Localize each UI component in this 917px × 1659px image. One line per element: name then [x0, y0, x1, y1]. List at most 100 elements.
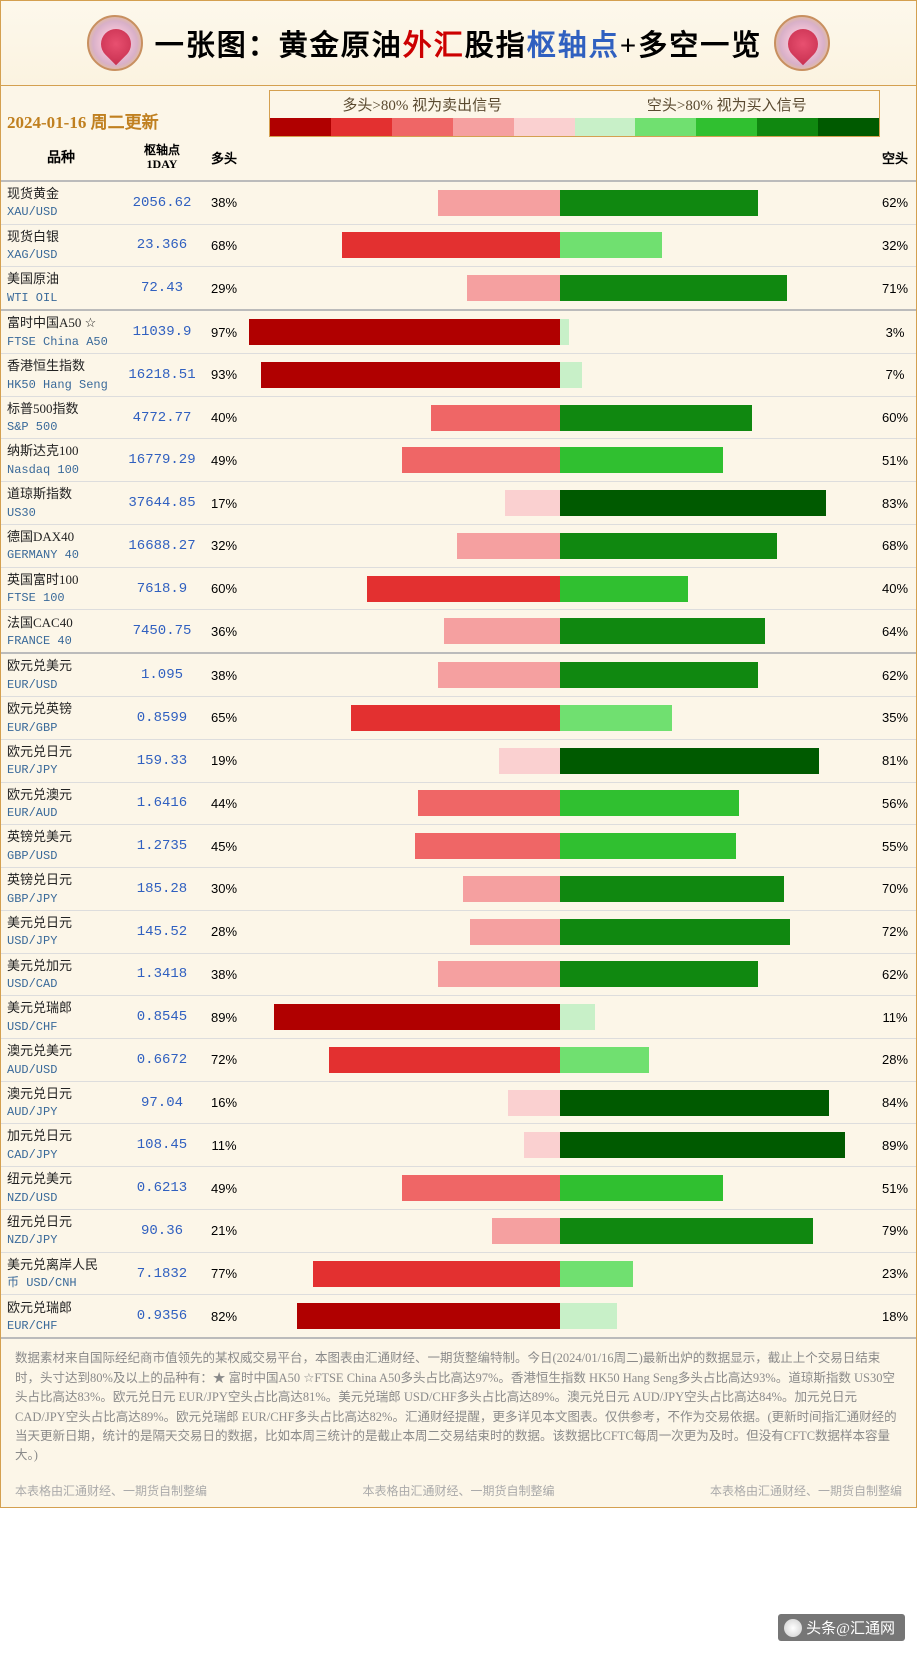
long-bar: [438, 662, 560, 688]
title-part-4: 枢轴点: [527, 30, 620, 62]
pivot-value: 11039.9: [115, 324, 209, 340]
pivot-value: 90.36: [115, 1223, 209, 1239]
long-pct: 93%: [209, 367, 239, 382]
data-row: 纽元兑日元NZD/JPY90.3621%79%: [1, 1210, 916, 1253]
short-pct: 62%: [880, 967, 910, 982]
short-pct: 56%: [880, 796, 910, 811]
short-bar: [560, 618, 765, 644]
main-title: 一张图：黄金原油外汇股指枢轴点+多空一览: [155, 22, 763, 64]
data-row: 澳元兑日元AUD/JPY97.0416%84%: [1, 1082, 916, 1125]
long-pct: 16%: [209, 1095, 239, 1110]
long-pct: 45%: [209, 839, 239, 854]
sentiment-bar: [239, 190, 880, 216]
instrument-name: 欧元兑英镑EUR/GBP: [7, 700, 115, 736]
short-bar: [560, 662, 759, 688]
long-bar: [261, 362, 559, 388]
sentiment-bar: [239, 833, 880, 859]
instrument-name: 澳元兑日元AUD/JPY: [7, 1085, 115, 1121]
short-pct: 55%: [880, 839, 910, 854]
data-row: 美元兑离岸人民 币 USD/CNH7.183277%23%: [1, 1253, 916, 1296]
scale-swatch: [696, 118, 757, 136]
long-pct: 19%: [209, 753, 239, 768]
sentiment-bar: [239, 662, 880, 688]
instrument-name: 英镑兑日元GBP/JPY: [7, 871, 115, 907]
short-pct: 3%: [880, 325, 910, 340]
short-bar: [560, 1132, 845, 1158]
short-bar: [560, 833, 736, 859]
long-pct: 38%: [209, 195, 239, 210]
scale-swatch: [270, 118, 331, 136]
short-bar: [560, 919, 791, 945]
pivot-value: 1.2735: [115, 838, 209, 854]
pivot-value: 0.6213: [115, 1180, 209, 1196]
legend-buy: 空头>80% 视为买入信号: [575, 91, 880, 118]
sentiment-bar: [239, 533, 880, 559]
long-bar: [470, 919, 560, 945]
title-part-2: 外汇: [403, 30, 465, 62]
credit-2: 本表格由汇通财经、一期货自制整编: [362, 1482, 554, 1499]
instrument-name: 富时中国A50 ☆FTSE China A50: [7, 314, 115, 350]
long-pct: 21%: [209, 1223, 239, 1238]
data-sections: 现货黄金XAU/USD2056.6238%62%现货白银XAG/USD23.36…: [1, 182, 916, 1340]
long-pct: 97%: [209, 325, 239, 340]
sentiment-bar: [239, 490, 880, 516]
instrument-name: 法国CAC40FRANCE 40: [7, 614, 115, 650]
data-row: 纳斯达克100Nasdaq 10016779.2949%51%: [1, 439, 916, 482]
long-bar: [463, 876, 559, 902]
instrument-name: 英镑兑美元GBP/USD: [7, 828, 115, 864]
pivot-value: 1.3418: [115, 966, 209, 982]
instrument-name: 欧元兑澳元EUR/AUD: [7, 786, 115, 822]
legend-sell: 多头>80% 视为卖出信号: [270, 91, 575, 118]
short-pct: 79%: [880, 1223, 910, 1238]
color-scale: [270, 118, 879, 136]
legend-row: 2024-01-16 周二更新 多头>80% 视为卖出信号 空头>80% 视为买…: [1, 86, 916, 137]
sentiment-bar: [239, 790, 880, 816]
scale-swatch: [635, 118, 696, 136]
long-bar: [402, 447, 559, 473]
long-pct: 17%: [209, 496, 239, 511]
data-row: 欧元兑日元EUR/JPY159.3319%81%: [1, 740, 916, 783]
short-bar: [560, 232, 663, 258]
long-pct: 32%: [209, 538, 239, 553]
long-pct: 28%: [209, 924, 239, 939]
data-row: 欧元兑英镑EUR/GBP0.859965%35%: [1, 697, 916, 740]
instrument-name: 香港恒生指数HK50 Hang Seng: [7, 357, 115, 393]
short-bar: [560, 1047, 650, 1073]
data-row: 英镑兑日元GBP/JPY185.2830%70%: [1, 868, 916, 911]
chart-page: 一张图：黄金原油外汇股指枢轴点+多空一览 2024-01-16 周二更新 多头>…: [0, 0, 917, 1508]
data-row: 德国DAX40GERMANY 4016688.2732%68%: [1, 525, 916, 568]
short-pct: 60%: [880, 410, 910, 425]
short-pct: 64%: [880, 624, 910, 639]
long-bar: [313, 1261, 560, 1287]
sentiment-bar: [239, 618, 880, 644]
sentiment-bar: [239, 961, 880, 987]
title-part-1: 一张图：黄金原油: [155, 30, 403, 62]
instrument-name: 纽元兑美元NZD/USD: [7, 1170, 115, 1206]
short-bar: [560, 190, 759, 216]
long-pct: 60%: [209, 581, 239, 596]
sentiment-bar: [239, 1303, 880, 1329]
short-pct: 11%: [880, 1010, 910, 1025]
short-pct: 35%: [880, 710, 910, 725]
long-pct: 38%: [209, 668, 239, 683]
short-bar: [560, 876, 784, 902]
long-pct: 65%: [209, 710, 239, 725]
long-bar: [367, 576, 559, 602]
short-pct: 70%: [880, 881, 910, 896]
long-pct: 82%: [209, 1309, 239, 1324]
hdr-pivot: 枢轴点 1DAY: [115, 143, 209, 172]
pivot-value: 159.33: [115, 753, 209, 769]
long-bar: [438, 961, 560, 987]
pivot-value: 72.43: [115, 280, 209, 296]
short-bar: [560, 1090, 829, 1116]
instrument-name: 加元兑日元CAD/JPY: [7, 1127, 115, 1163]
sentiment-bar: [239, 919, 880, 945]
short-pct: 51%: [880, 1181, 910, 1196]
section: 现货黄金XAU/USD2056.6238%62%现货白银XAG/USD23.36…: [1, 182, 916, 311]
instrument-name: 欧元兑日元EUR/JPY: [7, 743, 115, 779]
instrument-name: 美元兑加元USD/CAD: [7, 957, 115, 993]
title-part-3: 股指: [465, 30, 527, 62]
pivot-value: 16779.29: [115, 452, 209, 468]
short-bar: [560, 405, 752, 431]
pivot-value: 16218.51: [115, 367, 209, 383]
